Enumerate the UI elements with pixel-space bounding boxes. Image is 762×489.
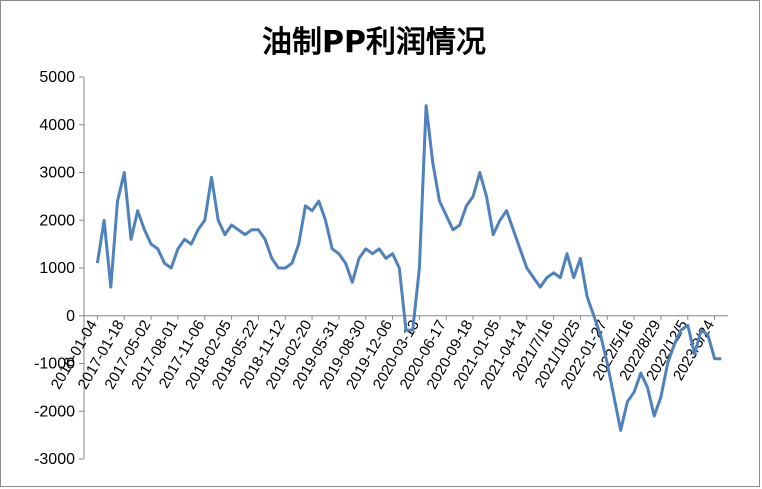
y-tick-label: 0 [66, 308, 75, 325]
y-tick-label: 4000 [39, 117, 75, 134]
y-tick-label: 3000 [39, 165, 75, 182]
profit-series-line [95, 104, 722, 432]
chart-title: 油制PP利润情况 [262, 25, 486, 60]
y-tick-label: -3000 [34, 451, 75, 468]
y-tick-label: 5000 [39, 69, 75, 86]
y-tick-label: 1000 [39, 260, 75, 277]
y-tick-group: -3000 -2000 -1000 0 1000 2000 3000 4000 5000 [34, 69, 84, 468]
y-tick-label: 2000 [39, 212, 75, 229]
x-tick-group: 2016-01-042017-01-182017-05-022017-08-01… [48, 315, 718, 392]
y-tick-label: -1000 [34, 356, 75, 373]
y-tick-label: -2000 [34, 403, 75, 420]
